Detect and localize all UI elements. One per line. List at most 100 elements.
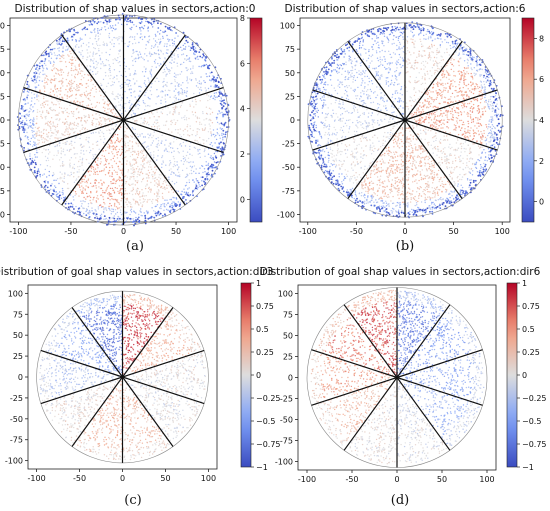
data-point bbox=[129, 73, 131, 75]
data-point bbox=[34, 73, 36, 75]
data-point bbox=[53, 78, 56, 80]
data-point bbox=[491, 117, 494, 120]
data-point bbox=[75, 118, 78, 120]
data-point bbox=[186, 67, 188, 69]
data-point bbox=[98, 124, 100, 126]
data-point bbox=[446, 118, 449, 121]
data-point bbox=[97, 173, 99, 176]
data-point bbox=[80, 152, 82, 154]
data-point bbox=[58, 50, 60, 52]
data-point bbox=[205, 161, 207, 163]
data-point bbox=[54, 114, 57, 116]
data-point bbox=[457, 112, 460, 114]
data-point bbox=[156, 192, 158, 195]
data-point bbox=[59, 171, 61, 173]
data-point bbox=[63, 175, 66, 178]
data-point bbox=[66, 111, 68, 114]
data-point bbox=[446, 167, 449, 170]
data-point bbox=[124, 206, 126, 208]
data-point bbox=[439, 142, 441, 144]
data-point bbox=[40, 104, 42, 106]
data-point bbox=[489, 141, 492, 143]
data-point bbox=[422, 60, 424, 63]
data-point bbox=[103, 143, 106, 145]
data-point bbox=[155, 119, 157, 121]
data-point bbox=[103, 102, 106, 105]
data-point bbox=[414, 79, 416, 82]
data-point bbox=[210, 155, 212, 157]
data-point bbox=[58, 159, 61, 161]
data-point bbox=[47, 149, 50, 151]
data-point bbox=[148, 124, 150, 126]
data-point bbox=[86, 82, 88, 85]
data-point bbox=[92, 166, 95, 168]
y-tick-label: 50 bbox=[0, 69, 5, 78]
data-point bbox=[478, 93, 480, 95]
data-point bbox=[107, 27, 110, 29]
data-point bbox=[162, 180, 165, 183]
data-point bbox=[491, 116, 494, 118]
data-point bbox=[144, 94, 146, 97]
data-point bbox=[77, 71, 80, 73]
data-point bbox=[137, 150, 139, 153]
rim-point bbox=[211, 169, 214, 172]
data-point bbox=[146, 40, 149, 43]
data-point bbox=[73, 75, 76, 78]
data-point bbox=[164, 174, 166, 177]
data-point bbox=[142, 198, 145, 200]
data-point bbox=[30, 92, 33, 94]
data-point bbox=[61, 164, 64, 167]
data-point bbox=[129, 209, 132, 212]
data-point bbox=[101, 131, 103, 133]
data-point bbox=[220, 96, 222, 99]
data-point bbox=[192, 179, 194, 181]
data-point bbox=[149, 105, 151, 107]
data-point bbox=[420, 43, 423, 45]
data-point bbox=[218, 110, 220, 112]
rim-point bbox=[129, 19, 132, 22]
data-point bbox=[140, 149, 143, 152]
data-point bbox=[450, 47, 452, 50]
data-point bbox=[91, 121, 93, 124]
data-point bbox=[55, 179, 57, 181]
data-point bbox=[470, 81, 472, 84]
data-point bbox=[432, 101, 435, 103]
data-point bbox=[152, 123, 154, 126]
data-point bbox=[489, 104, 491, 106]
data-point bbox=[81, 64, 83, 66]
data-point bbox=[105, 51, 107, 54]
data-point bbox=[32, 106, 34, 108]
data-point bbox=[79, 83, 81, 85]
data-point bbox=[190, 161, 192, 163]
data-point bbox=[152, 140, 155, 142]
data-point bbox=[158, 195, 160, 198]
data-point bbox=[140, 33, 142, 35]
data-point bbox=[169, 72, 171, 75]
data-point bbox=[130, 104, 132, 107]
data-point bbox=[167, 107, 169, 109]
data-point bbox=[423, 64, 425, 67]
data-point bbox=[487, 148, 490, 150]
data-point bbox=[195, 85, 198, 87]
data-point bbox=[98, 54, 101, 57]
data-point bbox=[436, 92, 438, 94]
data-point bbox=[80, 45, 83, 48]
data-point bbox=[143, 141, 145, 144]
data-point bbox=[90, 103, 93, 105]
data-point bbox=[477, 105, 479, 107]
data-point bbox=[36, 109, 39, 111]
data-point bbox=[205, 73, 207, 75]
data-point bbox=[180, 84, 182, 86]
data-point bbox=[473, 132, 476, 134]
data-point bbox=[75, 85, 78, 88]
rim-point bbox=[20, 122, 22, 125]
data-point bbox=[419, 122, 421, 125]
data-point bbox=[147, 212, 149, 214]
data-point bbox=[177, 35, 179, 37]
data-point bbox=[204, 155, 206, 157]
data-point bbox=[136, 191, 138, 193]
data-point bbox=[77, 105, 79, 108]
data-point bbox=[62, 98, 64, 100]
data-point bbox=[51, 69, 54, 72]
data-point bbox=[39, 89, 41, 91]
